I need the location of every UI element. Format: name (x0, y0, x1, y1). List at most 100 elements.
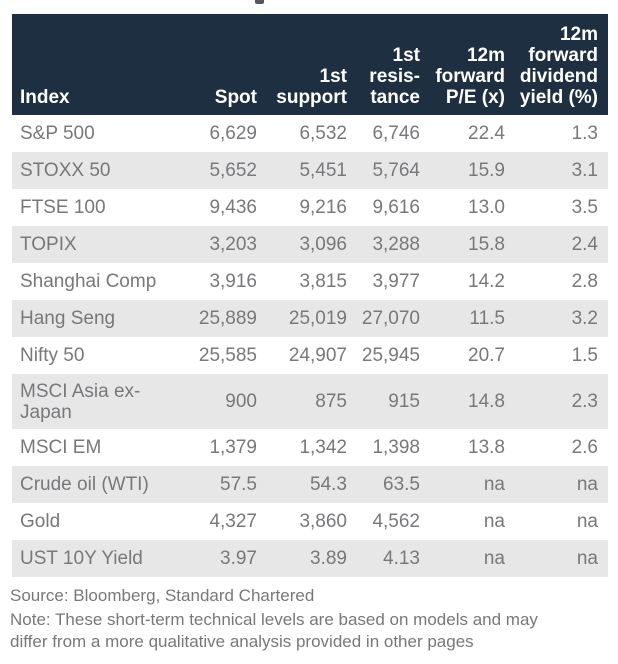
resistance-cell: 27,070 (353, 300, 426, 337)
column-header-label: tance (370, 87, 420, 108)
yield-cell: 2.6 (511, 429, 608, 466)
column-header-label: forward (435, 66, 505, 87)
pe-cell: 20.7 (426, 337, 511, 374)
table-row: FTSE 100 9,436 9,216 9,616 13.0 3.5 (12, 189, 608, 226)
yield-cell: 3.5 (511, 189, 608, 226)
spot-cell: 57.5 (165, 466, 263, 503)
column-header-label: yield (%) (519, 87, 598, 108)
support-cell: 5,451 (263, 152, 353, 189)
column-header-12m-forward-dividend-yield: 12m forward dividend yield (%) (511, 14, 608, 115)
table-body: S&P 500 6,629 6,532 6,746 22.4 1.3 STOXX… (12, 115, 608, 577)
yield-cell: 2.8 (511, 263, 608, 300)
pe-cell: na (426, 466, 511, 503)
support-cell: 1,342 (263, 429, 353, 466)
support-cell: 54.3 (263, 466, 353, 503)
yield-cell: 2.4 (511, 226, 608, 263)
support-cell: 25,019 (263, 300, 353, 337)
resistance-cell: 3,977 (353, 263, 426, 300)
yield-cell: na (511, 503, 608, 540)
column-header-label: 12m (559, 24, 598, 45)
spot-cell: 9,436 (165, 189, 263, 226)
resistance-cell: 4.13 (353, 540, 426, 577)
support-cell: 6,532 (263, 115, 353, 152)
index-name-cell: Shanghai Comp (12, 263, 165, 300)
resistance-cell: 25,945 (353, 337, 426, 374)
table-row: UST 10Y Yield 3.97 3.89 4.13 na na (12, 540, 608, 577)
pe-cell: 15.8 (426, 226, 511, 263)
index-name-cell: Hang Seng (12, 300, 165, 337)
spot-cell: 3,916 (165, 263, 263, 300)
pe-cell: 14.8 (426, 374, 511, 429)
resistance-cell: 63.5 (353, 466, 426, 503)
pe-cell: 14.2 (426, 263, 511, 300)
note-text: Note: These short-term technical levels … (10, 609, 610, 653)
table-row: STOXX 50 5,652 5,451 5,764 15.9 3.1 (12, 152, 608, 189)
support-cell: 3,096 (263, 226, 353, 263)
support-cell: 3,860 (263, 503, 353, 540)
table-row: Hang Seng 25,889 25,019 27,070 11.5 3.2 (12, 300, 608, 337)
index-name-cell: Crude oil (WTI) (12, 466, 165, 503)
index-name-cell: UST 10Y Yield (12, 540, 165, 577)
index-name-cell: TOPIX (12, 226, 165, 263)
column-header-12m-forward-pe: 12m forward P/E (x) (426, 14, 511, 115)
clipped-title-fragment (255, 0, 264, 4)
table-header: Index Spot 1st support 1st resis- tance … (12, 14, 608, 115)
resistance-cell: 3,288 (353, 226, 426, 263)
yield-cell: 1.5 (511, 337, 608, 374)
spot-cell: 25,585 (165, 337, 263, 374)
column-header-index: Index (12, 14, 165, 115)
table-row: Crude oil (WTI) 57.5 54.3 63.5 na na (12, 466, 608, 503)
column-header-label: Spot (214, 87, 257, 108)
spot-cell: 3,203 (165, 226, 263, 263)
resistance-cell: 9,616 (353, 189, 426, 226)
resistance-cell: 915 (353, 374, 426, 429)
index-name-cell: S&P 500 (12, 115, 165, 152)
resistance-cell: 6,746 (353, 115, 426, 152)
note-line: differ from a more qualitative analysis … (10, 632, 474, 651)
table-row: S&P 500 6,629 6,532 6,746 22.4 1.3 (12, 115, 608, 152)
column-header-1st-resistance: 1st resis- tance (353, 14, 426, 115)
support-cell: 3,815 (263, 263, 353, 300)
table-row: Gold 4,327 3,860 4,562 na na (12, 503, 608, 540)
support-cell: 24,907 (263, 337, 353, 374)
resistance-cell: 5,764 (353, 152, 426, 189)
index-name-cell: FTSE 100 (12, 189, 165, 226)
spot-cell: 5,652 (165, 152, 263, 189)
table-row: Nifty 50 25,585 24,907 25,945 20.7 1.5 (12, 337, 608, 374)
yield-cell: 1.3 (511, 115, 608, 152)
source-text: Source: Bloomberg, Standard Chartered (10, 586, 315, 605)
index-name-cell: Gold (12, 503, 165, 540)
spot-cell: 1,379 (165, 429, 263, 466)
spot-cell: 900 (165, 374, 263, 429)
table-row: Shanghai Comp 3,916 3,815 3,977 14.2 2.8 (12, 263, 608, 300)
support-cell: 3.89 (263, 540, 353, 577)
yield-cell: 3.2 (511, 300, 608, 337)
column-header-label: support (276, 87, 347, 108)
column-header-label: 1st (319, 66, 347, 87)
pe-cell: 13.8 (426, 429, 511, 466)
column-header-label: dividend (519, 66, 598, 87)
pe-cell: 22.4 (426, 115, 511, 152)
column-header-label: resis- (369, 66, 420, 87)
yield-cell: 3.1 (511, 152, 608, 189)
table-row: TOPIX 3,203 3,096 3,288 15.8 2.4 (12, 226, 608, 263)
index-name-cell: MSCI Asia ex-Japan (12, 374, 165, 429)
column-header-label: 12m (466, 45, 505, 66)
resistance-cell: 4,562 (353, 503, 426, 540)
spot-cell: 3.97 (165, 540, 263, 577)
support-cell: 9,216 (263, 189, 353, 226)
spot-cell: 4,327 (165, 503, 263, 540)
column-header-label: Index (20, 87, 70, 108)
index-name-cell: Nifty 50 (12, 337, 165, 374)
header-row: Index Spot 1st support 1st resis- tance … (12, 14, 608, 115)
spot-cell: 6,629 (165, 115, 263, 152)
yield-cell: 2.3 (511, 374, 608, 429)
index-name-cell: MSCI EM (12, 429, 165, 466)
column-header-label: forward (528, 45, 598, 66)
spot-cell: 25,889 (165, 300, 263, 337)
table-row: MSCI EM 1,379 1,342 1,398 13.8 2.6 (12, 429, 608, 466)
column-header-label: 1st (392, 45, 420, 66)
pe-cell: 13.0 (426, 189, 511, 226)
note-line: Note: These short-term technical levels … (10, 610, 538, 629)
